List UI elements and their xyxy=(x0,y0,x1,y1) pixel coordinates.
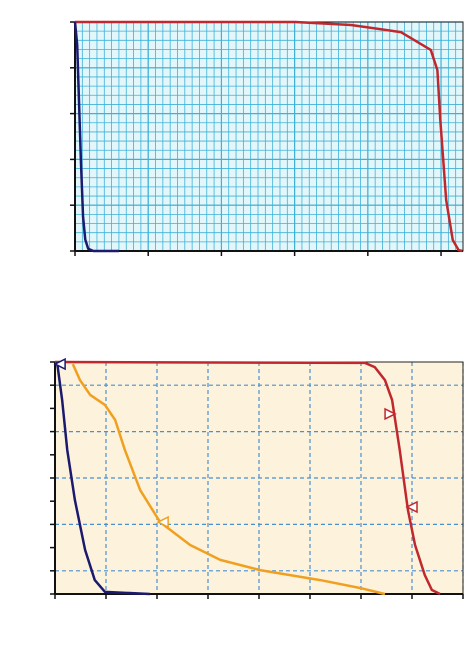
series-line xyxy=(55,361,150,596)
marker xyxy=(156,515,169,529)
marker xyxy=(405,500,418,514)
plot-area xyxy=(75,22,463,251)
marker xyxy=(53,357,66,371)
series-line xyxy=(73,21,119,253)
series-line xyxy=(71,363,386,596)
marker xyxy=(384,407,397,421)
series-line xyxy=(75,20,463,253)
series-line xyxy=(54,360,441,596)
